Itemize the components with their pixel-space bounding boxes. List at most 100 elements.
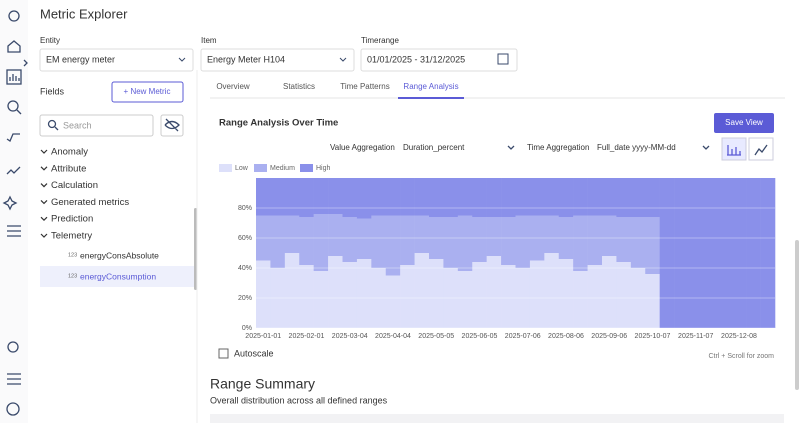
- summary-title: Range Summary: [210, 376, 315, 392]
- bar-segment: [529, 215, 545, 261]
- y-tick-label: 0%: [242, 325, 252, 332]
- tree-group[interactable]: Telemetry: [51, 231, 92, 242]
- tree-group[interactable]: Calculation: [51, 180, 98, 191]
- x-tick-label: 2025-12-08: [721, 333, 757, 340]
- bar-segment: [529, 178, 545, 216]
- legend-label: High: [316, 165, 331, 172]
- bar-segment: [313, 214, 329, 271]
- bar-segment: [429, 217, 444, 259]
- filter-label: Entity: [40, 36, 60, 45]
- bar-segment: [342, 178, 358, 217]
- bar-segment: [299, 265, 314, 328]
- bar-segment: [356, 178, 372, 219]
- bar-chart-button[interactable]: [721, 137, 747, 161]
- y-tick-label: 20%: [238, 295, 252, 302]
- save-view-button[interactable]: [714, 113, 774, 133]
- x-tick-label: 2025-11-07: [678, 333, 713, 340]
- x-tick-label: 2025-01-01: [245, 333, 281, 340]
- bar-segment: [529, 260, 545, 328]
- filter-label: Item: [201, 36, 217, 45]
- bar-segment: [328, 178, 343, 214]
- tree-group[interactable]: Prediction: [51, 214, 93, 225]
- card-title: Range Analysis Over Time: [219, 118, 338, 129]
- tab-underline: [398, 97, 464, 99]
- tree-group[interactable]: Anomaly: [51, 147, 88, 158]
- bar-segment: [746, 178, 761, 328]
- bar-segment: [472, 262, 487, 328]
- bar-segment: [284, 178, 300, 216]
- calendar-icon: [497, 53, 509, 65]
- tree-chevron: [40, 216, 48, 222]
- legend-swatch: [219, 164, 232, 172]
- bar-segment: [616, 217, 632, 262]
- bar-segment: [457, 178, 473, 216]
- bar-segment: [587, 215, 603, 265]
- bar-segment: [616, 178, 632, 217]
- selected-field-bg: [40, 266, 195, 287]
- collapse-toggle[interactable]: [23, 59, 28, 67]
- bar-segment: [486, 178, 502, 217]
- tree-group[interactable]: Generated metrics: [51, 197, 129, 208]
- summary-subtitle: Overall distribution across all defined …: [210, 395, 388, 405]
- page-scrollbar: [795, 240, 799, 390]
- bar-segment: [270, 268, 286, 328]
- bar-segment: [429, 259, 444, 328]
- bar-segment: [602, 178, 617, 216]
- bar-segment: [385, 275, 401, 328]
- bar-segment: [371, 178, 387, 216]
- filter-select[interactable]: [360, 48, 518, 72]
- line-chart-button[interactable]: [748, 137, 774, 161]
- bar-segment: [414, 253, 430, 328]
- value-aggregation-select[interactable]: Duration_percent: [403, 143, 465, 152]
- filter-label: Timerange: [361, 36, 399, 45]
- bar-segment: [558, 178, 574, 217]
- tab[interactable]: Overview: [216, 82, 250, 91]
- bar-segment: [256, 260, 271, 328]
- legend-label: Medium: [270, 165, 295, 172]
- bar-segment: [486, 256, 502, 328]
- bar-segment: [284, 253, 300, 328]
- bar-segment: [702, 178, 718, 328]
- bar-segment: [573, 215, 588, 271]
- bar-segment: [544, 215, 560, 253]
- filter-value: EM energy meter: [46, 54, 115, 64]
- tab[interactable]: Time Patterns: [340, 82, 390, 91]
- time-aggregation-label: Time Aggregation: [527, 143, 589, 152]
- bar-segment: [400, 178, 415, 216]
- bar-segment: [328, 256, 343, 328]
- bar-segment: [443, 268, 459, 328]
- bar-segment: [558, 259, 574, 328]
- filter-value: 01/01/2025 - 31/12/2025: [367, 54, 465, 64]
- bar-segment: [573, 271, 588, 328]
- bar-segment: [356, 259, 372, 328]
- tree-chevron: [40, 233, 48, 238]
- filter-select[interactable]: [200, 48, 355, 72]
- search-box[interactable]: [39, 114, 154, 137]
- new-metric-button[interactable]: [111, 81, 184, 103]
- save-view-label: Save View: [725, 118, 763, 127]
- bar-segment: [645, 217, 660, 274]
- tree-chevron: [40, 199, 48, 205]
- bar-segment: [630, 268, 646, 328]
- bar-segment: [256, 215, 271, 261]
- fields-title: Fields: [40, 86, 65, 96]
- field-type: 123: [68, 273, 77, 279]
- bar-segment: [400, 215, 415, 265]
- filter-select[interactable]: [39, 48, 194, 72]
- tree-group[interactable]: Attribute: [51, 163, 86, 174]
- bar-segment: [645, 178, 660, 217]
- bar-segment: [328, 214, 343, 256]
- bar-segment: [501, 265, 516, 328]
- tab[interactable]: Statistics: [283, 82, 315, 91]
- bar-segment: [688, 178, 704, 328]
- tab[interactable]: Range Analysis: [403, 82, 458, 91]
- field-item[interactable]: energyConsumption: [80, 271, 156, 281]
- nav-icons[interactable]: [2, 10, 22, 416]
- field-item[interactable]: energyConsAbsolute: [80, 250, 159, 260]
- bar-segment: [457, 271, 473, 328]
- time-aggregation-select[interactable]: Full_date yyyy-MM-dd: [597, 143, 676, 152]
- autoscale-checkbox[interactable]: [218, 348, 229, 359]
- bar-segment: [630, 178, 646, 217]
- bar-segment: [602, 215, 617, 256]
